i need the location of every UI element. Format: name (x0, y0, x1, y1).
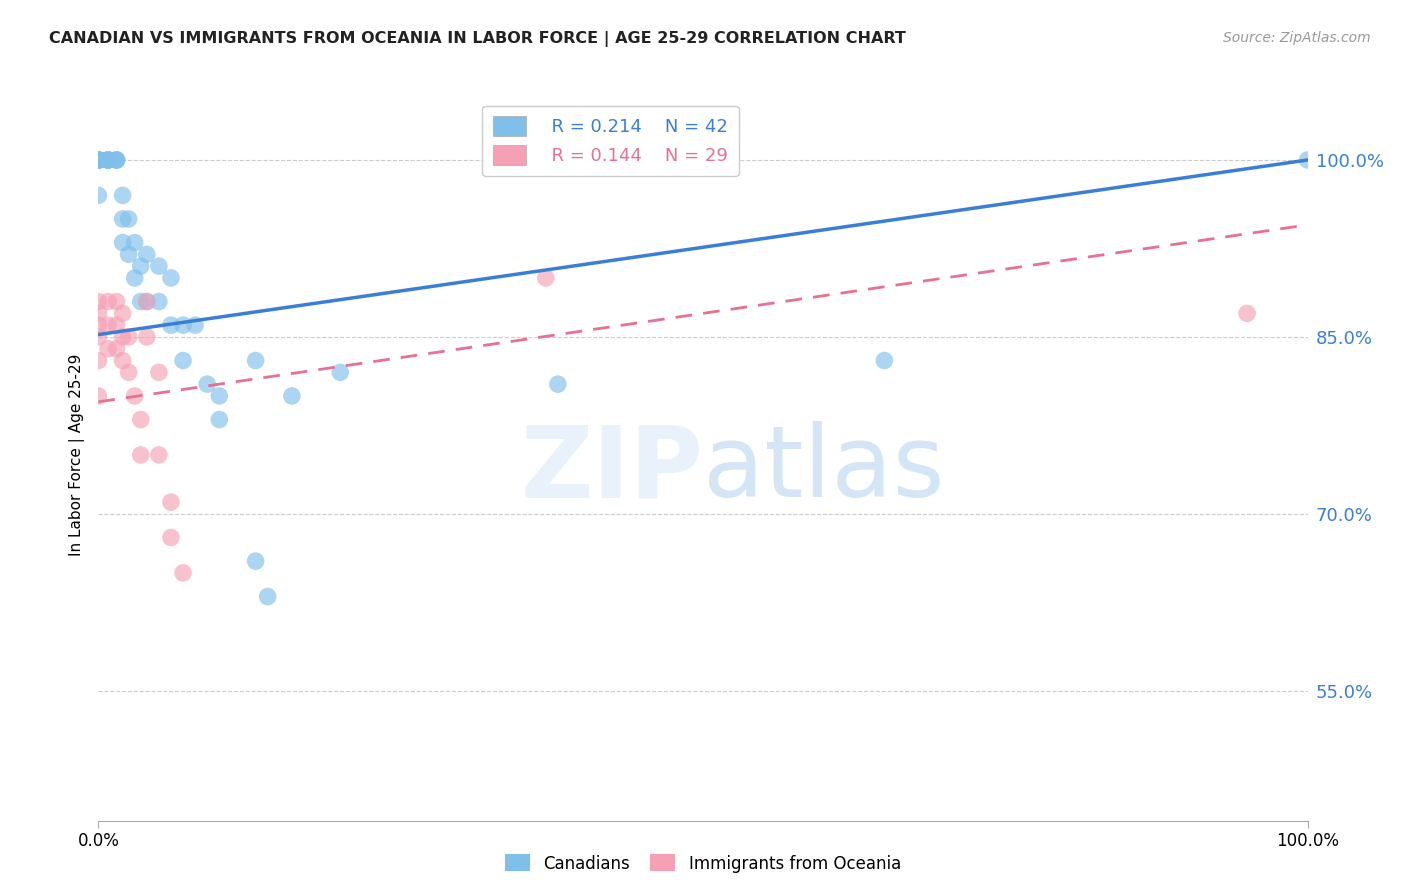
Point (208, 412, 231, 426)
Point (105, 153, 128, 167)
Point (111, 211, 134, 226)
Y-axis label: In Labor Force | Age 25-29: In Labor Force | Age 25-29 (69, 354, 84, 556)
Point (148, 365, 170, 379)
Point (87, 153, 110, 167)
Point (160, 495, 183, 509)
Point (111, 306, 134, 320)
Point (148, 294, 170, 309)
Point (245, 554, 267, 568)
Point (281, 389, 304, 403)
Point (129, 412, 152, 426)
Point (105, 342, 128, 356)
Point (87, 389, 110, 403)
Text: Source: ZipAtlas.com: Source: ZipAtlas.com (1223, 31, 1371, 45)
Point (87, 153, 110, 167)
Point (208, 389, 231, 403)
Point (97, 153, 120, 167)
Point (534, 271, 557, 285)
Point (129, 259, 152, 273)
Point (160, 318, 183, 333)
Point (87, 153, 110, 167)
Point (87, 353, 110, 368)
Legend:   R = 0.214    N = 42,   R = 0.144    N = 29: R = 0.214 N = 42, R = 0.144 N = 29 (482, 105, 738, 176)
Point (148, 259, 170, 273)
Point (87, 294, 110, 309)
Point (118, 211, 141, 226)
Point (105, 294, 128, 309)
Point (105, 318, 128, 333)
Point (172, 353, 194, 368)
Point (547, 377, 569, 392)
Point (105, 153, 128, 167)
Point (97, 153, 120, 167)
Point (87, 318, 110, 333)
Point (129, 448, 152, 462)
Point (172, 318, 194, 333)
Point (87, 153, 110, 167)
Point (135, 294, 157, 309)
Point (97, 342, 120, 356)
Point (111, 330, 134, 344)
Point (97, 153, 120, 167)
Point (87, 153, 110, 167)
Point (172, 566, 194, 580)
Point (124, 271, 146, 285)
Point (87, 306, 110, 320)
Point (118, 365, 141, 379)
Point (1296, 153, 1319, 167)
Point (124, 235, 146, 250)
Point (195, 377, 218, 392)
Point (160, 271, 183, 285)
Point (135, 330, 157, 344)
Point (135, 294, 157, 309)
Point (87, 330, 110, 344)
Point (124, 389, 146, 403)
Point (135, 247, 157, 261)
Point (87, 188, 110, 202)
Point (105, 153, 128, 167)
Point (1236, 306, 1258, 320)
Point (256, 590, 278, 604)
Text: atlas: atlas (703, 421, 945, 518)
Point (111, 235, 134, 250)
Point (97, 153, 120, 167)
Point (873, 353, 896, 368)
Point (118, 247, 141, 261)
Point (111, 188, 134, 202)
Point (118, 330, 141, 344)
Point (160, 531, 183, 545)
Legend: Canadians, Immigrants from Oceania: Canadians, Immigrants from Oceania (499, 847, 907, 880)
Point (329, 365, 352, 379)
Point (97, 318, 120, 333)
Point (97, 294, 120, 309)
Point (245, 353, 267, 368)
Point (129, 294, 152, 309)
Text: CANADIAN VS IMMIGRANTS FROM OCEANIA IN LABOR FORCE | AGE 25-29 CORRELATION CHART: CANADIAN VS IMMIGRANTS FROM OCEANIA IN L… (49, 31, 905, 47)
Point (148, 448, 170, 462)
Text: ZIP: ZIP (520, 421, 703, 518)
Point (184, 318, 207, 333)
Point (111, 353, 134, 368)
